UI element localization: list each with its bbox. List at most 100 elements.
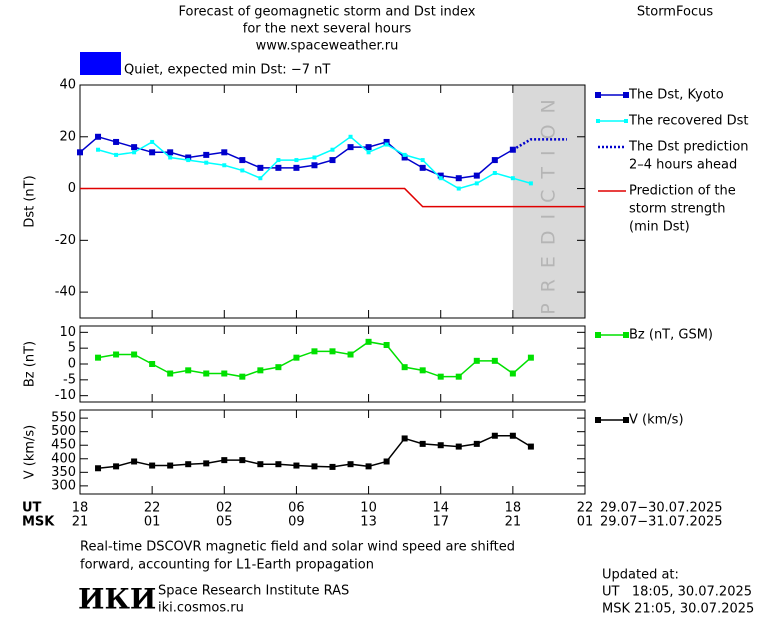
series-marker — [113, 351, 120, 358]
series-marker — [419, 440, 426, 447]
series-marker — [419, 367, 426, 374]
series-marker — [185, 367, 192, 374]
plot-frame — [79, 325, 586, 403]
series-marker — [113, 138, 120, 145]
series-marker — [455, 373, 462, 380]
date-range: 29.07−31.07.2025 — [600, 515, 723, 530]
series-marker — [437, 373, 444, 380]
prediction-label: PREDICTION — [537, 88, 559, 315]
y-axis-title: Bz (nT) — [23, 341, 38, 387]
series-marker — [95, 465, 102, 472]
series-marker — [185, 154, 192, 161]
series-marker — [401, 154, 408, 161]
y-tick-label: -5 — [63, 372, 76, 387]
series-marker — [131, 144, 138, 151]
series-marker — [312, 155, 317, 160]
y-axis-title: V (km/s) — [23, 425, 38, 480]
series-marker — [401, 364, 408, 371]
series-marker — [275, 461, 282, 468]
series-marker — [491, 432, 498, 439]
series-marker — [240, 168, 245, 173]
series-marker — [366, 150, 371, 155]
series-marker — [113, 463, 120, 470]
title-line: for the next several hours — [243, 22, 412, 37]
series-marker — [168, 155, 173, 160]
footnote: Real-time DSCOVR magnetic field and sola… — [80, 540, 515, 555]
institute: Space Research Institute RAS — [158, 584, 349, 599]
series-marker — [275, 164, 282, 171]
x-tick-label: 14 — [432, 501, 449, 516]
series-marker — [275, 364, 282, 371]
y-tick-label: 500 — [51, 424, 76, 439]
series-marker — [437, 442, 444, 449]
y-tick-label: -20 — [55, 233, 76, 248]
series-marker — [311, 463, 318, 470]
series-marker — [239, 457, 246, 464]
x-tick-label: 18 — [72, 501, 89, 516]
y-tick-label: 40 — [59, 78, 76, 93]
updated-title: Updated at: — [602, 568, 679, 583]
series-marker — [383, 138, 390, 145]
legend-marker — [595, 417, 601, 423]
series-marker — [257, 164, 264, 171]
legend-label: Prediction of the — [629, 184, 736, 199]
series-marker — [473, 440, 480, 447]
x-axis-title: UT — [22, 501, 42, 516]
series-marker — [347, 351, 354, 358]
series-marker — [402, 152, 407, 157]
series-marker — [167, 370, 174, 377]
series-marker — [456, 186, 461, 191]
series-marker — [311, 162, 318, 169]
series-marker — [203, 460, 210, 467]
series-line — [97, 341, 532, 378]
series-marker — [365, 463, 372, 470]
logo: ИКИ — [78, 583, 156, 616]
updated-line: UT 18:05, 30.07.2025 — [602, 585, 752, 600]
y-tick-label: 300 — [51, 478, 76, 493]
series-marker — [528, 181, 533, 186]
legend-label: The Dst, Kyoto — [628, 88, 724, 103]
series-marker — [491, 357, 498, 364]
x-tick-label-msk: 13 — [360, 515, 377, 530]
legend-label: V (km/s) — [629, 413, 684, 428]
series-marker — [149, 361, 156, 367]
series-marker — [204, 160, 209, 165]
x-tick-label-msk: 01 — [577, 515, 594, 530]
series-marker — [329, 348, 336, 355]
series-marker — [383, 342, 390, 348]
legend-marker — [624, 119, 628, 123]
series-marker — [311, 348, 318, 355]
series-line — [512, 138, 567, 151]
series-marker — [131, 458, 138, 465]
series-marker — [114, 152, 119, 157]
x-tick-label-msk: 21 — [505, 515, 522, 530]
series-marker — [258, 176, 263, 181]
y-tick-label: 550 — [51, 411, 76, 426]
site: iki.cosmos.ru — [158, 601, 244, 616]
series-marker — [95, 354, 102, 361]
x-tick-label-msk: 09 — [288, 515, 305, 530]
status-text: Quiet, expected min Dst: −7 nT — [124, 63, 330, 78]
series-marker — [276, 158, 281, 163]
y-tick-label: 10 — [59, 325, 76, 340]
series-marker — [527, 443, 534, 450]
series-marker — [455, 443, 462, 450]
series-marker — [365, 338, 372, 345]
title-line: Forecast of geomagnetic storm and Dst in… — [178, 5, 475, 20]
series-marker — [132, 150, 137, 155]
series-marker — [329, 463, 336, 470]
x-tick-label: 22 — [577, 501, 594, 516]
y-tick-label: -40 — [55, 285, 76, 300]
series-marker — [438, 176, 443, 181]
y-tick-label: 350 — [51, 465, 76, 480]
legend-marker — [623, 92, 629, 98]
series-marker — [167, 462, 174, 469]
series-marker — [149, 149, 156, 156]
x-tick-label: 06 — [288, 501, 305, 516]
series-marker — [437, 172, 444, 179]
y-axis-title: Dst (nT) — [23, 175, 38, 227]
y-tick-label: 0 — [68, 181, 76, 196]
series-marker — [527, 354, 534, 361]
